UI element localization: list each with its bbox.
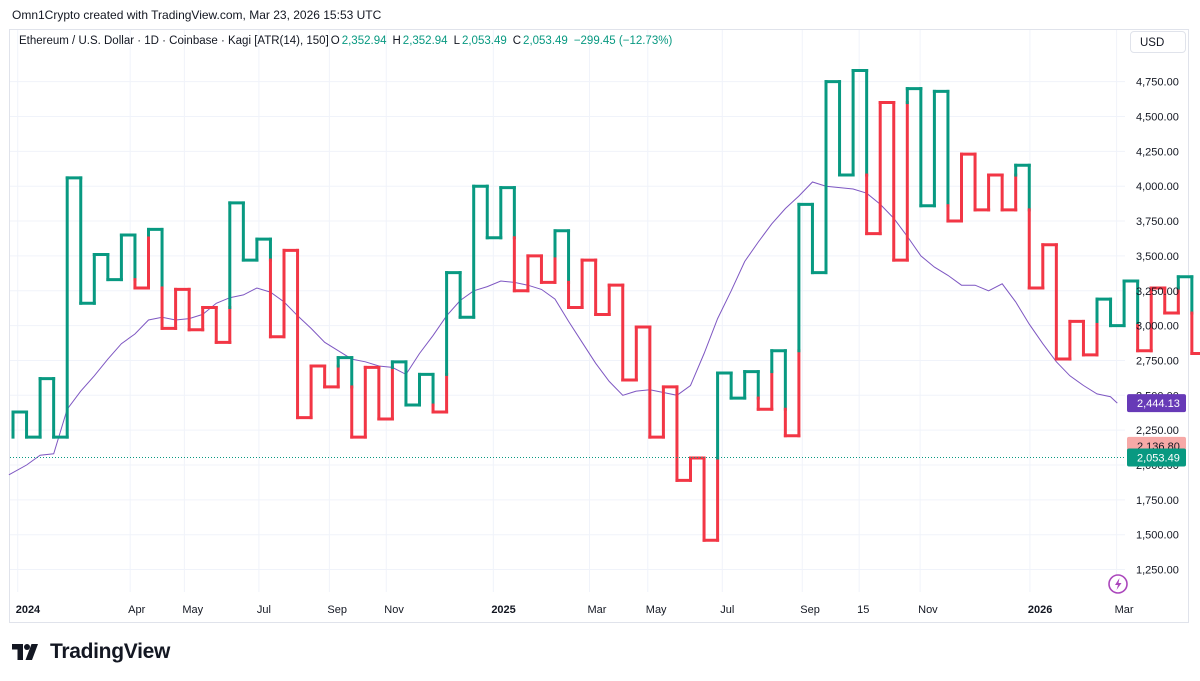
time-tick-label: 2025	[491, 604, 515, 616]
price-badge-label: 2,444.13	[1137, 398, 1180, 410]
price-tick-label: 1,750.00	[1136, 495, 1179, 507]
kagi-series	[11, 68, 1200, 542]
close-label: C	[512, 35, 522, 47]
price-badges: 2,444.132,136.802,053.49	[1127, 394, 1186, 467]
time-tick-label: 2026	[1028, 604, 1052, 616]
time-tick-label: Nov	[918, 604, 938, 616]
price-tick-label: 4,250.00	[1136, 146, 1179, 158]
chart-credit: Omn1Crypto created with TradingView.com,…	[12, 8, 382, 22]
price-tick-label: 3,000.00	[1136, 321, 1179, 333]
price-badge	[1127, 448, 1186, 467]
time-tick-label: Mar	[1115, 604, 1134, 616]
price-tick-label: 3,250.00	[1136, 286, 1179, 298]
price-axis: 1,250.001,500.001,750.002,000.002,250.00…	[1136, 77, 1179, 577]
tradingview-logo-icon	[12, 644, 38, 660]
time-tick-label: Sep	[800, 604, 820, 616]
sma-line	[8, 181, 1118, 476]
currency-button[interactable]: USD	[1130, 31, 1186, 53]
time-tick-label: May	[646, 604, 667, 616]
time-tick-label: Sep	[327, 604, 347, 616]
open-value: 2,352.94	[341, 35, 387, 47]
symbol-title: Ethereum / U.S. Dollar · 1D · Coinbase ·…	[19, 35, 329, 47]
time-tick-label: Apr	[128, 604, 145, 616]
change-value: −299.45 (−12.73%)	[573, 35, 673, 47]
symbol-legend: Ethereum / U.S. Dollar · 1D · Coinbase ·…	[19, 35, 678, 47]
low-label: L	[453, 35, 460, 47]
bolt-icon[interactable]	[1108, 574, 1128, 594]
price-badge-label: 2,053.49	[1137, 453, 1180, 465]
time-tick-label: May	[182, 604, 203, 616]
price-tick-label: 1,250.00	[1136, 565, 1179, 577]
time-tick-label: 2024	[16, 604, 41, 616]
price-tick-label: 4,500.00	[1136, 112, 1179, 124]
time-axis: 2024 Apr May Jul Sep Nov 2025 Mar May Jul Sep 15 Nov…	[16, 604, 1134, 616]
price-tick-label: 2,250.00	[1136, 425, 1179, 437]
price-tick-label: 3,750.00	[1136, 216, 1179, 228]
price-badge	[1127, 394, 1186, 413]
time-tick-label: Jul	[720, 604, 734, 616]
low-value: 2,053.49	[461, 35, 507, 47]
chart-frame[interactable]	[9, 29, 1189, 623]
price-tick-label: 1,500.00	[1136, 530, 1179, 542]
time-tick-label: 15	[857, 604, 869, 616]
time-tick-label: Jul	[257, 604, 271, 616]
price-tick-label: 2,750.00	[1136, 355, 1179, 367]
close-value: 2,053.49	[523, 35, 568, 47]
time-tick-label: Nov	[384, 604, 404, 616]
open-label: O	[330, 35, 340, 47]
price-tick-label: 3,500.00	[1136, 251, 1179, 263]
moving-average-line	[8, 181, 1118, 476]
tradingview-logo[interactable]: TradingView	[12, 640, 170, 664]
grid-lines	[10, 30, 1125, 592]
price-tick-label: 4,750.00	[1136, 77, 1179, 89]
price-tick-label: 4,000.00	[1136, 181, 1179, 193]
high-label: H	[392, 35, 401, 47]
high-value: 2,352.94	[402, 35, 448, 47]
brand-name: TradingView	[50, 640, 171, 663]
time-tick-label: Mar	[588, 604, 607, 616]
